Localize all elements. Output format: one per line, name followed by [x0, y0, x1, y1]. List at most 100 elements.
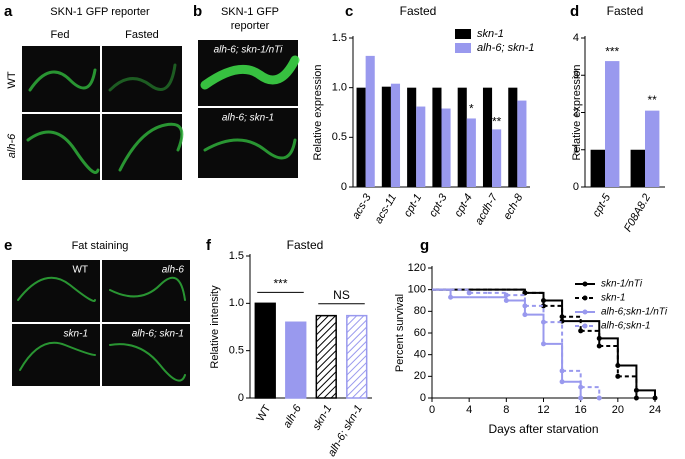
- survival-marker: [503, 292, 509, 298]
- survival-step: [524, 291, 545, 306]
- micrograph: [22, 46, 100, 112]
- x-tick-label: cpt-1: [402, 192, 425, 219]
- legend-swatch: [455, 43, 471, 53]
- image-label: alh-6; skn-1: [222, 113, 274, 124]
- survival-marker: [541, 341, 546, 347]
- panel-title: SKN-1 GFP reporter: [50, 6, 150, 18]
- legend-marker: [582, 323, 588, 329]
- bar: [390, 83, 401, 187]
- survival-marker: [559, 368, 565, 374]
- bar: [508, 87, 518, 187]
- micrograph: [12, 324, 100, 386]
- survival-step: [599, 337, 619, 366]
- micrographs: alh-6; skn-1/nTi alh-6; skn-1: [198, 40, 300, 178]
- y-tick-label: 2: [573, 106, 579, 118]
- x-tick-label: cpt-5: [590, 191, 613, 219]
- bar: [645, 110, 660, 187]
- survival-marker: [448, 294, 454, 300]
- x-tick-label: 24: [649, 404, 661, 416]
- panel-letter: f: [206, 237, 212, 254]
- bar: [407, 87, 417, 187]
- significance: NS: [333, 288, 350, 302]
- y-tick-label: 20: [414, 370, 426, 382]
- significance: ***: [605, 45, 619, 59]
- bar: [630, 149, 645, 187]
- survival-marker: [596, 395, 602, 401]
- y-tick-label: 1.0: [229, 297, 244, 309]
- significance: **: [648, 93, 658, 107]
- survival-marker: [541, 303, 546, 309]
- bar: [492, 129, 502, 187]
- survival-marker: [503, 298, 509, 303]
- bar: [441, 108, 451, 187]
- x-tick-label: 4: [466, 404, 472, 416]
- worm: [17, 276, 96, 302]
- image-label: alh-6; skn-1/nTi: [214, 45, 284, 56]
- y-tick-label: 0.5: [332, 131, 347, 143]
- worm: [28, 68, 97, 92]
- survival-marker: [578, 384, 584, 390]
- survival-marker: [652, 395, 658, 401]
- bar: [482, 87, 493, 187]
- survival-marker: [522, 303, 528, 309]
- micrograph: [22, 114, 100, 180]
- y-tick-label: 120: [408, 262, 426, 274]
- legend-label: alh-6;skn-1/nTi: [601, 307, 668, 318]
- panel-letter: a: [4, 3, 13, 20]
- micrograph: [198, 108, 298, 178]
- bar: [432, 87, 442, 187]
- x-tick-label: cpt-3: [427, 191, 450, 219]
- bar: [466, 118, 476, 187]
- survival-marker: [615, 373, 621, 379]
- legend-marker: [582, 309, 588, 315]
- x-tick-label: 0: [429, 404, 435, 416]
- panel-letter: e: [4, 237, 12, 254]
- bar: [590, 149, 605, 187]
- survival-step: [524, 291, 545, 301]
- legend-marker: [582, 281, 588, 287]
- x-tick-label: acs-11: [373, 192, 399, 226]
- y-tick-label: 0: [420, 392, 426, 404]
- y-tick-label: 1: [573, 144, 579, 156]
- column-label: Fasted: [125, 29, 159, 41]
- y-tick-label: 0: [238, 392, 244, 404]
- x-tick-label: acs-3: [350, 191, 374, 221]
- micrograph: [102, 324, 190, 386]
- survival-step: [487, 291, 508, 296]
- micrographs: [22, 46, 184, 180]
- y-tick-label: 4: [573, 32, 579, 44]
- survival-marker: [559, 314, 565, 320]
- significance: **: [492, 115, 502, 129]
- y-tick-label: 1.5: [332, 32, 347, 44]
- x-tick-label: F08A8.2: [622, 192, 653, 234]
- survival-step: [432, 288, 452, 298]
- x-axis-label: Days after starvation: [488, 422, 598, 436]
- survival-marker: [578, 395, 584, 401]
- survival-step: [487, 296, 508, 301]
- survival-step: [617, 364, 638, 391]
- panel-letter: g: [420, 237, 429, 254]
- survival-step: [580, 386, 601, 398]
- bar: [381, 86, 391, 187]
- survival-step: [580, 320, 601, 339]
- y-tick-label: 100: [408, 284, 426, 296]
- y-axis-label: Relative intensity: [209, 285, 221, 369]
- panel-title: reporter: [231, 20, 270, 32]
- bar: [517, 100, 527, 187]
- worm: [108, 63, 177, 92]
- x-tick-label: alh-6: [281, 402, 304, 430]
- y-tick-label: 80: [414, 305, 426, 317]
- worm: [109, 343, 186, 382]
- worm: [118, 122, 184, 172]
- survival-step: [562, 380, 582, 398]
- x-tick-label: 20: [612, 404, 624, 416]
- x-tick-label: 8: [503, 404, 509, 416]
- x-tick-label: skn-1: [311, 403, 335, 432]
- survival-step: [524, 313, 545, 344]
- survival-step: [450, 288, 471, 293]
- image-label: WT: [72, 265, 88, 276]
- panel-title: Fat staining: [72, 240, 129, 252]
- bar: [416, 106, 426, 187]
- survival-step: [580, 329, 601, 346]
